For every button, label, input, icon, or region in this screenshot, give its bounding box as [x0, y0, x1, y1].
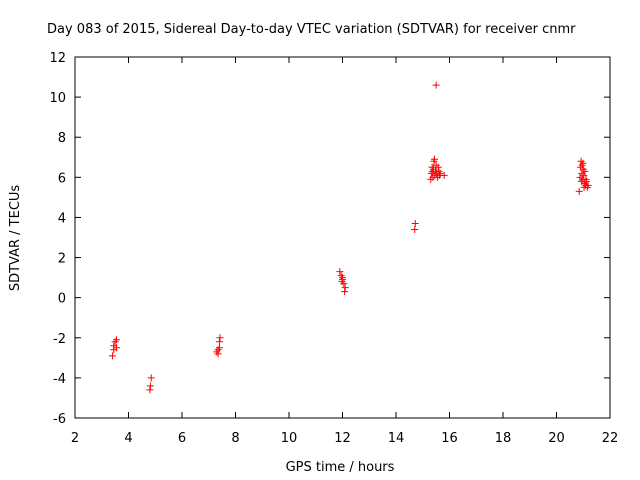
x-tick-label: 10: [281, 431, 298, 446]
x-tick-label: 6: [178, 431, 186, 446]
data-point: [341, 288, 349, 296]
data-point: [339, 274, 346, 282]
data-point: [108, 352, 116, 360]
data-point: [147, 374, 155, 382]
data-point: [575, 187, 583, 195]
data-point: [440, 171, 448, 179]
data-point: [112, 336, 120, 344]
y-tick-label: 10: [49, 91, 66, 106]
data-point: [581, 167, 589, 175]
y-tick-label: 6: [58, 171, 66, 186]
data-point: [411, 225, 419, 233]
plot-frame: [74, 56, 611, 419]
data-point: [214, 350, 222, 358]
data-point: [434, 163, 442, 171]
y-axis-label: SDTVAR / TECUs: [8, 185, 23, 292]
data-point: [146, 382, 154, 390]
data-point: [336, 268, 344, 276]
data-point: [582, 177, 590, 185]
y-axis: -6 -4 -2 0 2 4 6 8 10 12: [49, 51, 610, 427]
y-tick-label: -4: [53, 372, 66, 387]
y-tick-label: 2: [58, 252, 66, 267]
data-point: [436, 169, 444, 177]
data-point: [580, 183, 588, 191]
x-axis: 2 4 6 8 10 12 14 16 18 20 22: [71, 57, 618, 446]
chart-title: Day 083 of 2015, Sidereal Day-to-day VTE…: [47, 22, 576, 37]
data-point: [579, 159, 587, 167]
data-point: [411, 219, 419, 227]
y-tick-label: 4: [58, 211, 66, 226]
data-point: [215, 344, 223, 352]
x-tick-label: 14: [388, 431, 405, 446]
x-tick-label: 12: [334, 431, 351, 446]
y-tick-label: -2: [53, 332, 66, 347]
y-tick-label: 12: [49, 51, 66, 66]
data-point: [584, 181, 592, 189]
data-point: [112, 344, 120, 352]
x-tick-label: 18: [495, 431, 512, 446]
y-tick-label: 8: [58, 131, 66, 146]
y-tick-label: -6: [53, 412, 66, 427]
data-point: [432, 81, 440, 89]
x-tick-label: 4: [124, 431, 132, 446]
x-tick-label: 8: [231, 431, 239, 446]
data-point: [338, 278, 346, 286]
x-axis-label: GPS time / hours: [286, 460, 395, 475]
data-point: [580, 171, 588, 179]
x-tick-label: 2: [71, 431, 79, 446]
x-tick-label: 22: [602, 431, 619, 446]
data-point: [431, 155, 439, 163]
data-point: [215, 338, 223, 346]
data-point: [428, 167, 436, 175]
data-point: [216, 334, 224, 342]
x-tick-label: 16: [441, 431, 458, 446]
x-tick-label: 20: [548, 431, 565, 446]
y-tick-label: 0: [58, 292, 66, 307]
data-point: [146, 386, 154, 394]
data-point: [341, 284, 349, 292]
data-series: [108, 81, 592, 394]
